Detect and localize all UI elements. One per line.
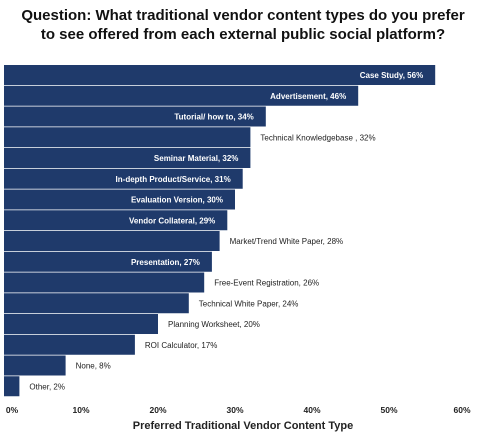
bar bbox=[4, 272, 205, 293]
chart-title-line-2: to see offered from each external public… bbox=[40, 26, 446, 43]
x-tick-label: 10% bbox=[72, 405, 89, 415]
bar bbox=[4, 127, 251, 148]
bar bbox=[4, 65, 436, 85]
bar-label: Other, 2% bbox=[29, 382, 65, 391]
bar-label: Planning Worksheet, 20% bbox=[168, 320, 260, 329]
bar bbox=[4, 106, 266, 127]
bar bbox=[4, 314, 158, 334]
x-tick-label: 30% bbox=[226, 405, 243, 415]
bar bbox=[4, 334, 135, 355]
x-tick-label: 60% bbox=[453, 405, 470, 415]
bar bbox=[4, 85, 359, 106]
bar bbox=[4, 376, 20, 397]
x-axis-title: Preferred Traditional Vendor Content Typ… bbox=[132, 420, 354, 432]
bar-label: Tutorial/ how to, 34% bbox=[174, 113, 253, 122]
bar bbox=[4, 189, 235, 210]
bar bbox=[4, 355, 66, 376]
bar-label: Technical White Paper, 24% bbox=[199, 299, 299, 308]
chart-title: Question: What traditional vendor conten… bbox=[0, 6, 486, 44]
bar bbox=[4, 293, 189, 314]
bar-label: Presentation, 27% bbox=[131, 258, 200, 267]
x-tick-label: 50% bbox=[380, 405, 397, 415]
bar-label: Evaluation Version, 30% bbox=[131, 196, 223, 205]
bar-label: Technical Knowledgebase , 32% bbox=[260, 133, 375, 142]
bar bbox=[4, 210, 228, 231]
bar-label: Case Study, 56% bbox=[360, 71, 423, 80]
x-tick-label: 40% bbox=[303, 405, 320, 415]
bar-label: Free-Event Registration, 26% bbox=[214, 279, 319, 288]
x-tick-label: 0% bbox=[6, 405, 19, 415]
bar bbox=[4, 148, 251, 168]
bar-label: Seminar Material, 32% bbox=[154, 154, 238, 163]
bar-label: None, 8% bbox=[76, 362, 111, 371]
bar-label: Advertisement, 46% bbox=[270, 92, 346, 101]
bar bbox=[4, 231, 220, 251]
bar-label: ROI Calculator, 17% bbox=[145, 341, 217, 350]
bar-label: In-depth Product/Service, 31% bbox=[116, 175, 231, 184]
bar bbox=[4, 251, 212, 272]
chart-title-line-1: Question: What traditional vendor conten… bbox=[21, 7, 465, 24]
bar bbox=[4, 168, 243, 189]
x-tick-label: 20% bbox=[149, 405, 166, 415]
bar-label: Vendor Collateral, 29% bbox=[129, 216, 215, 225]
bar-label: Market/Trend White Paper, 28% bbox=[230, 237, 344, 246]
